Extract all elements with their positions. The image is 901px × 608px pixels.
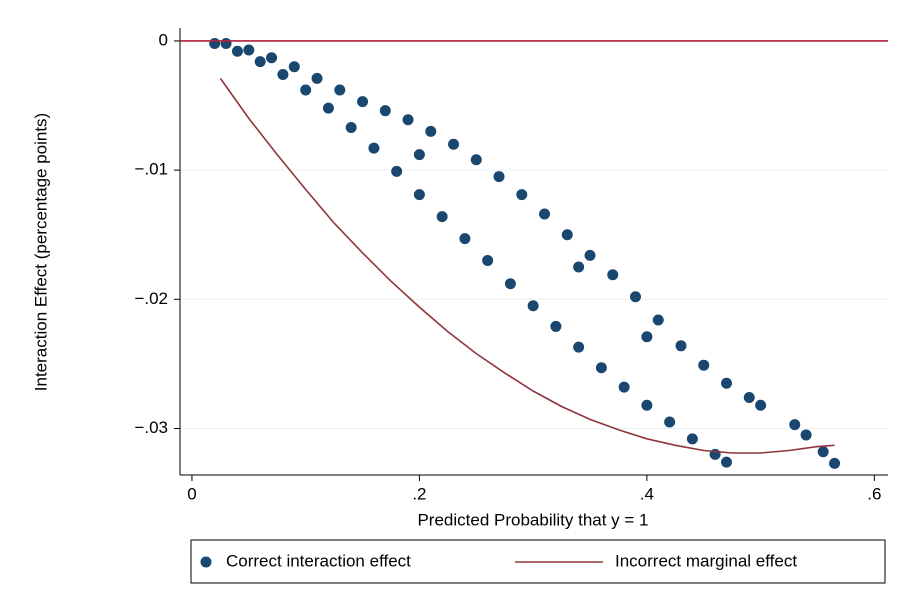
point [470,154,482,166]
point [607,269,619,281]
point [402,114,414,126]
point [652,314,664,326]
point [482,255,494,267]
point [322,102,334,114]
point [641,331,653,343]
point [743,391,755,403]
x-tick-label: 0 [187,484,196,503]
point [561,229,573,241]
point [334,84,346,96]
point [817,446,829,458]
point [357,96,369,108]
legend-label: Incorrect marginal effect [615,551,797,570]
point [209,38,221,50]
point [527,300,539,312]
point [368,142,380,154]
point [664,416,676,428]
point [448,138,460,150]
point [550,320,562,332]
y-tick-label: −.02 [134,289,168,308]
legend-marker [200,556,212,568]
point [391,165,403,177]
point [595,362,607,374]
point [436,211,448,223]
legend-label: Correct interaction effect [226,551,411,570]
x-tick-label: .2 [412,484,426,503]
point [300,84,312,96]
point [800,429,812,441]
y-axis-title: Interaction Effect (percentage points) [31,113,50,391]
point [493,171,505,183]
point [504,278,516,290]
y-tick-label: 0 [159,30,168,49]
point [573,341,585,353]
x-tick-label: .6 [867,484,881,503]
point [459,233,471,245]
point [720,456,732,468]
point [829,457,841,469]
point [686,433,698,445]
point [516,189,528,201]
y-tick-label: −.03 [134,418,168,437]
point [573,261,585,273]
point [755,399,767,411]
y-tick-label: −.01 [134,160,168,179]
point [698,359,710,371]
point [345,121,357,133]
point [311,72,323,84]
point [413,189,425,201]
point [539,208,551,220]
line [219,77,835,454]
point [618,381,630,393]
point [720,377,732,389]
point [425,125,437,137]
x-tick-label: .4 [640,484,654,503]
point [584,249,596,261]
point [243,44,255,56]
point [675,340,687,352]
point [789,419,801,431]
point [254,56,266,68]
point [266,52,278,64]
point [220,38,232,50]
point [413,149,425,161]
point [288,61,300,73]
point [630,291,642,303]
point [231,45,243,57]
point [379,105,391,117]
x-axis-title: Predicted Probability that y = 1 [417,510,648,529]
point [641,399,653,411]
point [277,69,289,81]
